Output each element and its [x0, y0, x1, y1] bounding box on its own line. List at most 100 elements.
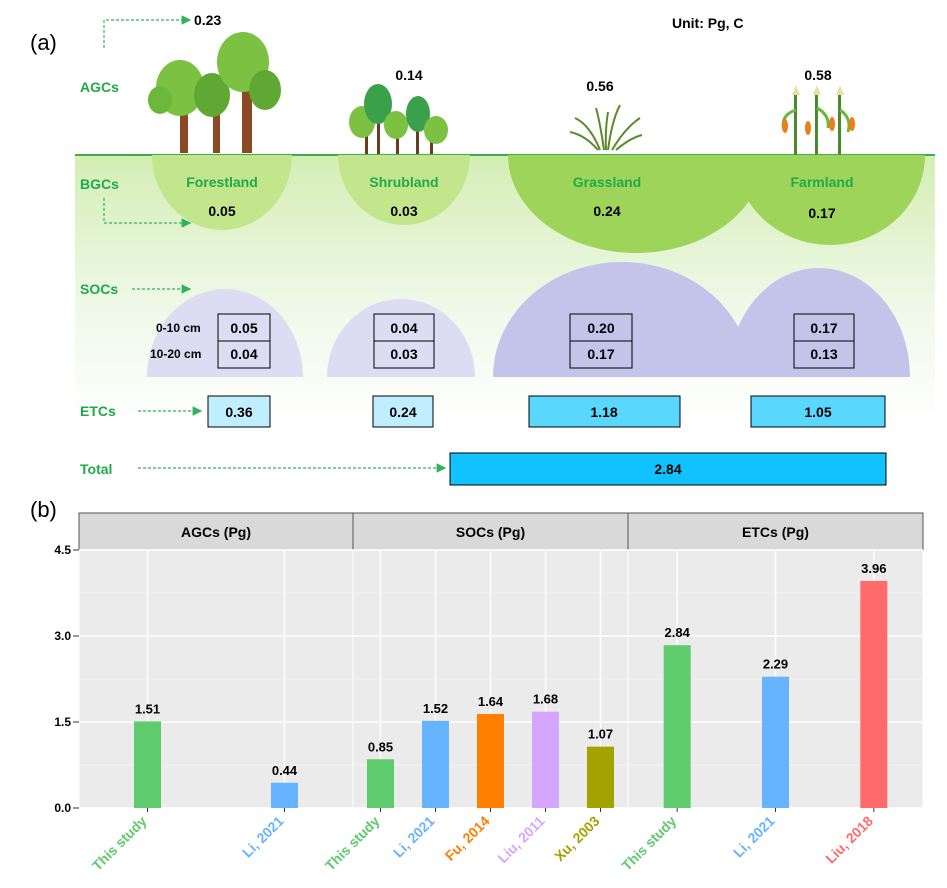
etc-box-grassland	[528, 395, 681, 428]
bar	[532, 711, 559, 808]
bar-value-label: 1.68	[533, 692, 558, 707]
shrub-icon	[349, 84, 448, 154]
x-tick-label: This study	[618, 813, 679, 874]
row-label-bgc: BGCs	[80, 176, 119, 192]
bar	[587, 746, 614, 808]
bar-value-label: 1.64	[478, 694, 504, 709]
bar-value-label: 1.51	[135, 701, 160, 716]
y-tick-label: 0.0	[54, 801, 71, 815]
etc-value-shrubland: 0.24	[389, 404, 416, 420]
bar-value-label: 1.52	[423, 701, 448, 716]
panel-a: (a) Unit: Pg, C AGCs BGCs SOCs ETCs Tota…	[30, 12, 935, 486]
bar-value-label: 3.96	[861, 561, 886, 576]
soc-shape-farmland	[728, 268, 910, 377]
etc-value-grassland: 1.18	[590, 404, 617, 420]
bgc-shape-farmland	[735, 155, 925, 245]
x-tick-label: Fu, 2014	[442, 813, 493, 864]
total-value: 2.84	[654, 461, 681, 477]
ecosystem-name-grassland: Grassland	[573, 174, 641, 190]
bar-value-label: 0.44	[272, 763, 298, 778]
soc-0-10-grassland: 0.20	[587, 320, 614, 336]
x-tick-label: Liu, 2018	[822, 813, 876, 867]
bar	[271, 782, 298, 808]
etc-value-forestland: 0.36	[225, 404, 252, 420]
depth-label-10-20: 10-20 cm	[150, 347, 201, 361]
facet-title: AGCs (Pg)	[181, 524, 251, 540]
bgc-shape-forestland	[152, 155, 292, 230]
grass-icon	[569, 104, 643, 151]
x-tick-label: Xu, 2003	[551, 813, 603, 865]
row-label-agc: AGCs	[80, 79, 119, 95]
total-box	[449, 452, 887, 486]
etc-box-farmland	[750, 395, 886, 428]
soc-0-10-farmland: 0.17	[810, 320, 837, 336]
agc-value-forestland: 0.23	[194, 12, 221, 28]
etc-box-forestland	[207, 395, 271, 428]
row-label-total: Total	[80, 461, 112, 477]
bgc-arrow	[103, 198, 192, 228]
panel-b-label: (b)	[30, 497, 57, 522]
ecosystem-name-forestland: Forestland	[186, 174, 258, 190]
row-label-soc: SOCs	[80, 281, 118, 297]
bar	[477, 713, 504, 808]
panel-b: (b) AGCs (Pg) SOCs (Pg) ETCs (Pg) 0.0 1.5 3.0…	[30, 497, 924, 874]
x-tick-label: Li, 2021	[390, 813, 438, 861]
agc-value-grassland: 0.56	[586, 78, 613, 94]
x-tick-label: This study	[322, 813, 383, 874]
y-tick-label: 3.0	[54, 629, 71, 643]
soc-0-10-forestland: 0.05	[230, 320, 257, 336]
x-tick-label: This study	[89, 813, 150, 874]
ecosystem-name-farmland: Farmland	[790, 174, 853, 190]
facet-strip	[627, 512, 924, 551]
ecosystem-name-shrubland: Shrubland	[369, 174, 438, 190]
ecosystem-forestland: 0.23 Forestland 0.05 0.05 0.04 0.36	[148, 12, 281, 428]
bar	[367, 759, 394, 808]
agc-arrow	[103, 15, 192, 48]
facet-title: ETCs (Pg)	[742, 524, 809, 540]
soc-shape-grassland	[493, 262, 751, 377]
ecosystem-grassland: 0.56 Grassland 0.24 0.20 0.17 1.18	[528, 78, 681, 428]
soc-10-20-grassland: 0.17	[587, 346, 614, 362]
corn-icon	[781, 85, 855, 155]
soc-0-10-shrubland: 0.04	[390, 320, 417, 336]
bgc-value-grassland: 0.24	[593, 203, 620, 219]
etc-box-shrubland	[372, 395, 434, 428]
y-tick-label: 1.5	[54, 715, 71, 729]
ecosystem-farmland: 0.58 Farmland 0.17 0.17 0.13 1.05	[750, 67, 886, 428]
facet-title: SOCs (Pg)	[456, 524, 525, 540]
bar	[134, 721, 161, 808]
soc-shape-shrubland	[327, 299, 475, 377]
bgc-shape-shrubland	[338, 155, 470, 225]
bar	[422, 720, 449, 808]
unit-label: Unit: Pg, C	[672, 15, 744, 31]
agc-value-farmland: 0.58	[804, 67, 831, 83]
tree-icon	[148, 32, 281, 153]
depth-label-0-10: 0-10 cm	[156, 321, 201, 335]
bgc-value-shrubland: 0.03	[390, 203, 417, 219]
bar	[762, 676, 789, 808]
bgc-value-farmland: 0.17	[808, 205, 835, 221]
bar-value-label: 0.85	[368, 739, 393, 754]
bar-chart: AGCs (Pg) SOCs (Pg) ETCs (Pg) 0.0 1.5 3.0 4.5 1…	[54, 512, 924, 874]
x-tick-label: Li, 2021	[730, 813, 778, 861]
bar-value-label: 2.29	[763, 657, 788, 672]
row-label-etc: ETCs	[80, 403, 116, 419]
x-tick-label: Li, 2021	[239, 813, 287, 861]
soc-10-20-forestland: 0.04	[230, 346, 257, 362]
soc-10-20-farmland: 0.13	[810, 346, 837, 362]
bgc-shape-grassland	[508, 155, 764, 253]
bgc-value-forestland: 0.05	[208, 203, 235, 219]
bar-value-label: 2.84	[665, 625, 691, 640]
bar	[663, 645, 691, 808]
bar-value-label: 1.07	[588, 727, 613, 742]
x-tick-label: Liu, 2011	[494, 813, 547, 866]
agc-value-shrubland: 0.14	[395, 67, 422, 83]
ecosystem-shrubland: 0.14 Shrubland 0.03 0.04 0.03 0.24	[349, 67, 448, 428]
etc-value-farmland: 1.05	[804, 404, 831, 420]
bar	[860, 580, 888, 808]
soc-10-20-shrubland: 0.03	[390, 346, 417, 362]
y-tick-label: 4.5	[54, 543, 71, 557]
panel-a-label: (a)	[30, 30, 57, 55]
soc-shape-forestland	[147, 289, 303, 377]
